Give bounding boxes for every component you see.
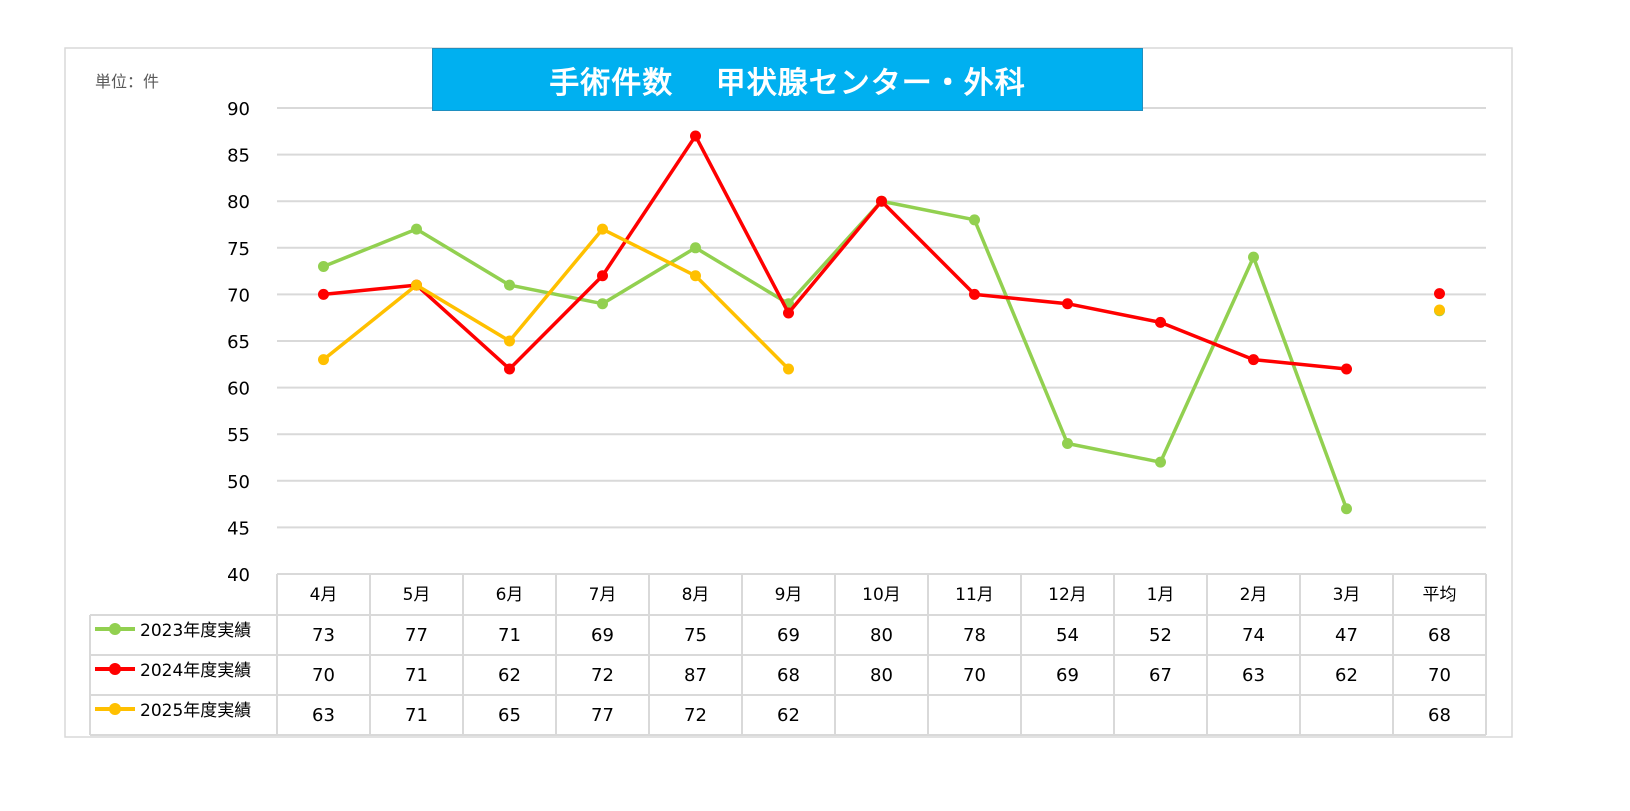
chart-title: 手術件数 甲状腺センター・外科 [432, 48, 1143, 111]
data-point [318, 288, 329, 300]
table-cell: 80 [870, 665, 893, 686]
table-cell: 54 [1056, 625, 1079, 646]
y-tick-label: 90 [227, 99, 250, 120]
y-tick-label: 65 [227, 332, 250, 353]
table-cell: 69 [591, 625, 614, 646]
table-cell-average: 70 [1428, 665, 1451, 686]
y-tick-label: 75 [227, 239, 250, 260]
y-tick-label: 60 [227, 379, 250, 400]
series-line [322, 227, 790, 371]
data-point [969, 288, 980, 300]
data-point [318, 260, 329, 272]
legend-label: 2024年度実績 [140, 661, 251, 681]
legend-marker [109, 703, 121, 715]
table-cell: 80 [870, 625, 893, 646]
table-cell: 75 [684, 625, 707, 646]
data-point [783, 307, 794, 319]
table-cell: 69 [777, 625, 800, 646]
x-tick-label: 10月 [862, 585, 901, 605]
table-cell: 62 [498, 665, 521, 686]
data-point [504, 335, 515, 347]
table-cell: 74 [1242, 625, 1265, 646]
y-tick-label: 55 [227, 425, 250, 446]
table-cell: 71 [498, 625, 521, 646]
x-tick-label: 5月 [403, 585, 431, 605]
data-point [318, 354, 329, 366]
data-point [1341, 363, 1352, 375]
table-cell: 78 [963, 625, 986, 646]
table-cell: 69 [1056, 665, 1079, 686]
table-cell: 70 [312, 665, 335, 686]
data-point [969, 214, 980, 226]
data-point [597, 298, 608, 310]
x-tick-label: 11月 [955, 585, 994, 605]
x-tick-label: 4月 [310, 585, 338, 605]
table-cell: 71 [405, 705, 428, 726]
data-point [1155, 316, 1166, 328]
table-cell: 71 [405, 665, 428, 686]
x-tick-label: 平均 [1423, 585, 1457, 605]
data-point [690, 270, 701, 282]
series-line [323, 134, 1347, 371]
table-cell: 63 [312, 705, 335, 726]
legend-marker [109, 623, 121, 635]
table-cell: 72 [684, 705, 707, 726]
average-point [1434, 304, 1445, 316]
table-cell: 77 [405, 625, 428, 646]
x-tick-label: 2月 [1240, 585, 1268, 605]
table-cell: 65 [498, 705, 521, 726]
data-point [1062, 438, 1073, 450]
table-cell-average: 68 [1428, 625, 1451, 646]
average-point [1434, 288, 1445, 300]
data-point [411, 223, 422, 235]
table-cell: 62 [1335, 665, 1358, 686]
table-cell: 77 [591, 705, 614, 726]
x-tick-label: 6月 [496, 585, 524, 605]
y-tick-label: 70 [227, 285, 250, 306]
y-tick-label: 40 [227, 565, 250, 586]
table-cell-average: 68 [1428, 705, 1451, 726]
y-tick-label: 85 [227, 146, 250, 167]
x-tick-label: 9月 [775, 585, 803, 605]
table-cell: 68 [777, 665, 800, 686]
data-point [1062, 298, 1073, 310]
table-cell: 70 [963, 665, 986, 686]
x-tick-label: 12月 [1048, 585, 1087, 605]
data-point [690, 242, 701, 254]
table-cell: 47 [1335, 625, 1358, 646]
y-tick-label: 45 [227, 518, 250, 539]
data-point [597, 223, 608, 235]
series-line [322, 199, 1349, 510]
x-tick-label: 1月 [1147, 585, 1175, 605]
x-tick-label: 7月 [589, 585, 617, 605]
data-point [1248, 354, 1259, 366]
table-cell: 72 [591, 665, 614, 686]
data-point [1341, 503, 1352, 515]
data-point [1248, 251, 1259, 263]
data-point [876, 195, 887, 207]
table-cell: 63 [1242, 665, 1265, 686]
table-cell: 67 [1149, 665, 1172, 686]
data-point [690, 130, 701, 142]
table-cell: 73 [312, 625, 335, 646]
x-tick-label: 3月 [1333, 585, 1361, 605]
data-point [504, 279, 515, 291]
table-cell: 62 [777, 705, 800, 726]
data-point [411, 279, 422, 291]
y-tick-label: 80 [227, 192, 250, 213]
table-cell: 52 [1149, 625, 1172, 646]
data-point [1155, 456, 1166, 468]
data-point [504, 363, 515, 375]
y-tick-label: 50 [227, 472, 250, 493]
x-tick-label: 8月 [682, 585, 710, 605]
legend-label: 2025年度実績 [140, 701, 251, 721]
data-point [783, 363, 794, 375]
data-point [597, 270, 608, 282]
legend-label: 2023年度実績 [140, 621, 251, 641]
legend-marker [109, 663, 121, 675]
table-cell: 87 [684, 665, 707, 686]
unit-label: 単位：件 [95, 72, 160, 91]
